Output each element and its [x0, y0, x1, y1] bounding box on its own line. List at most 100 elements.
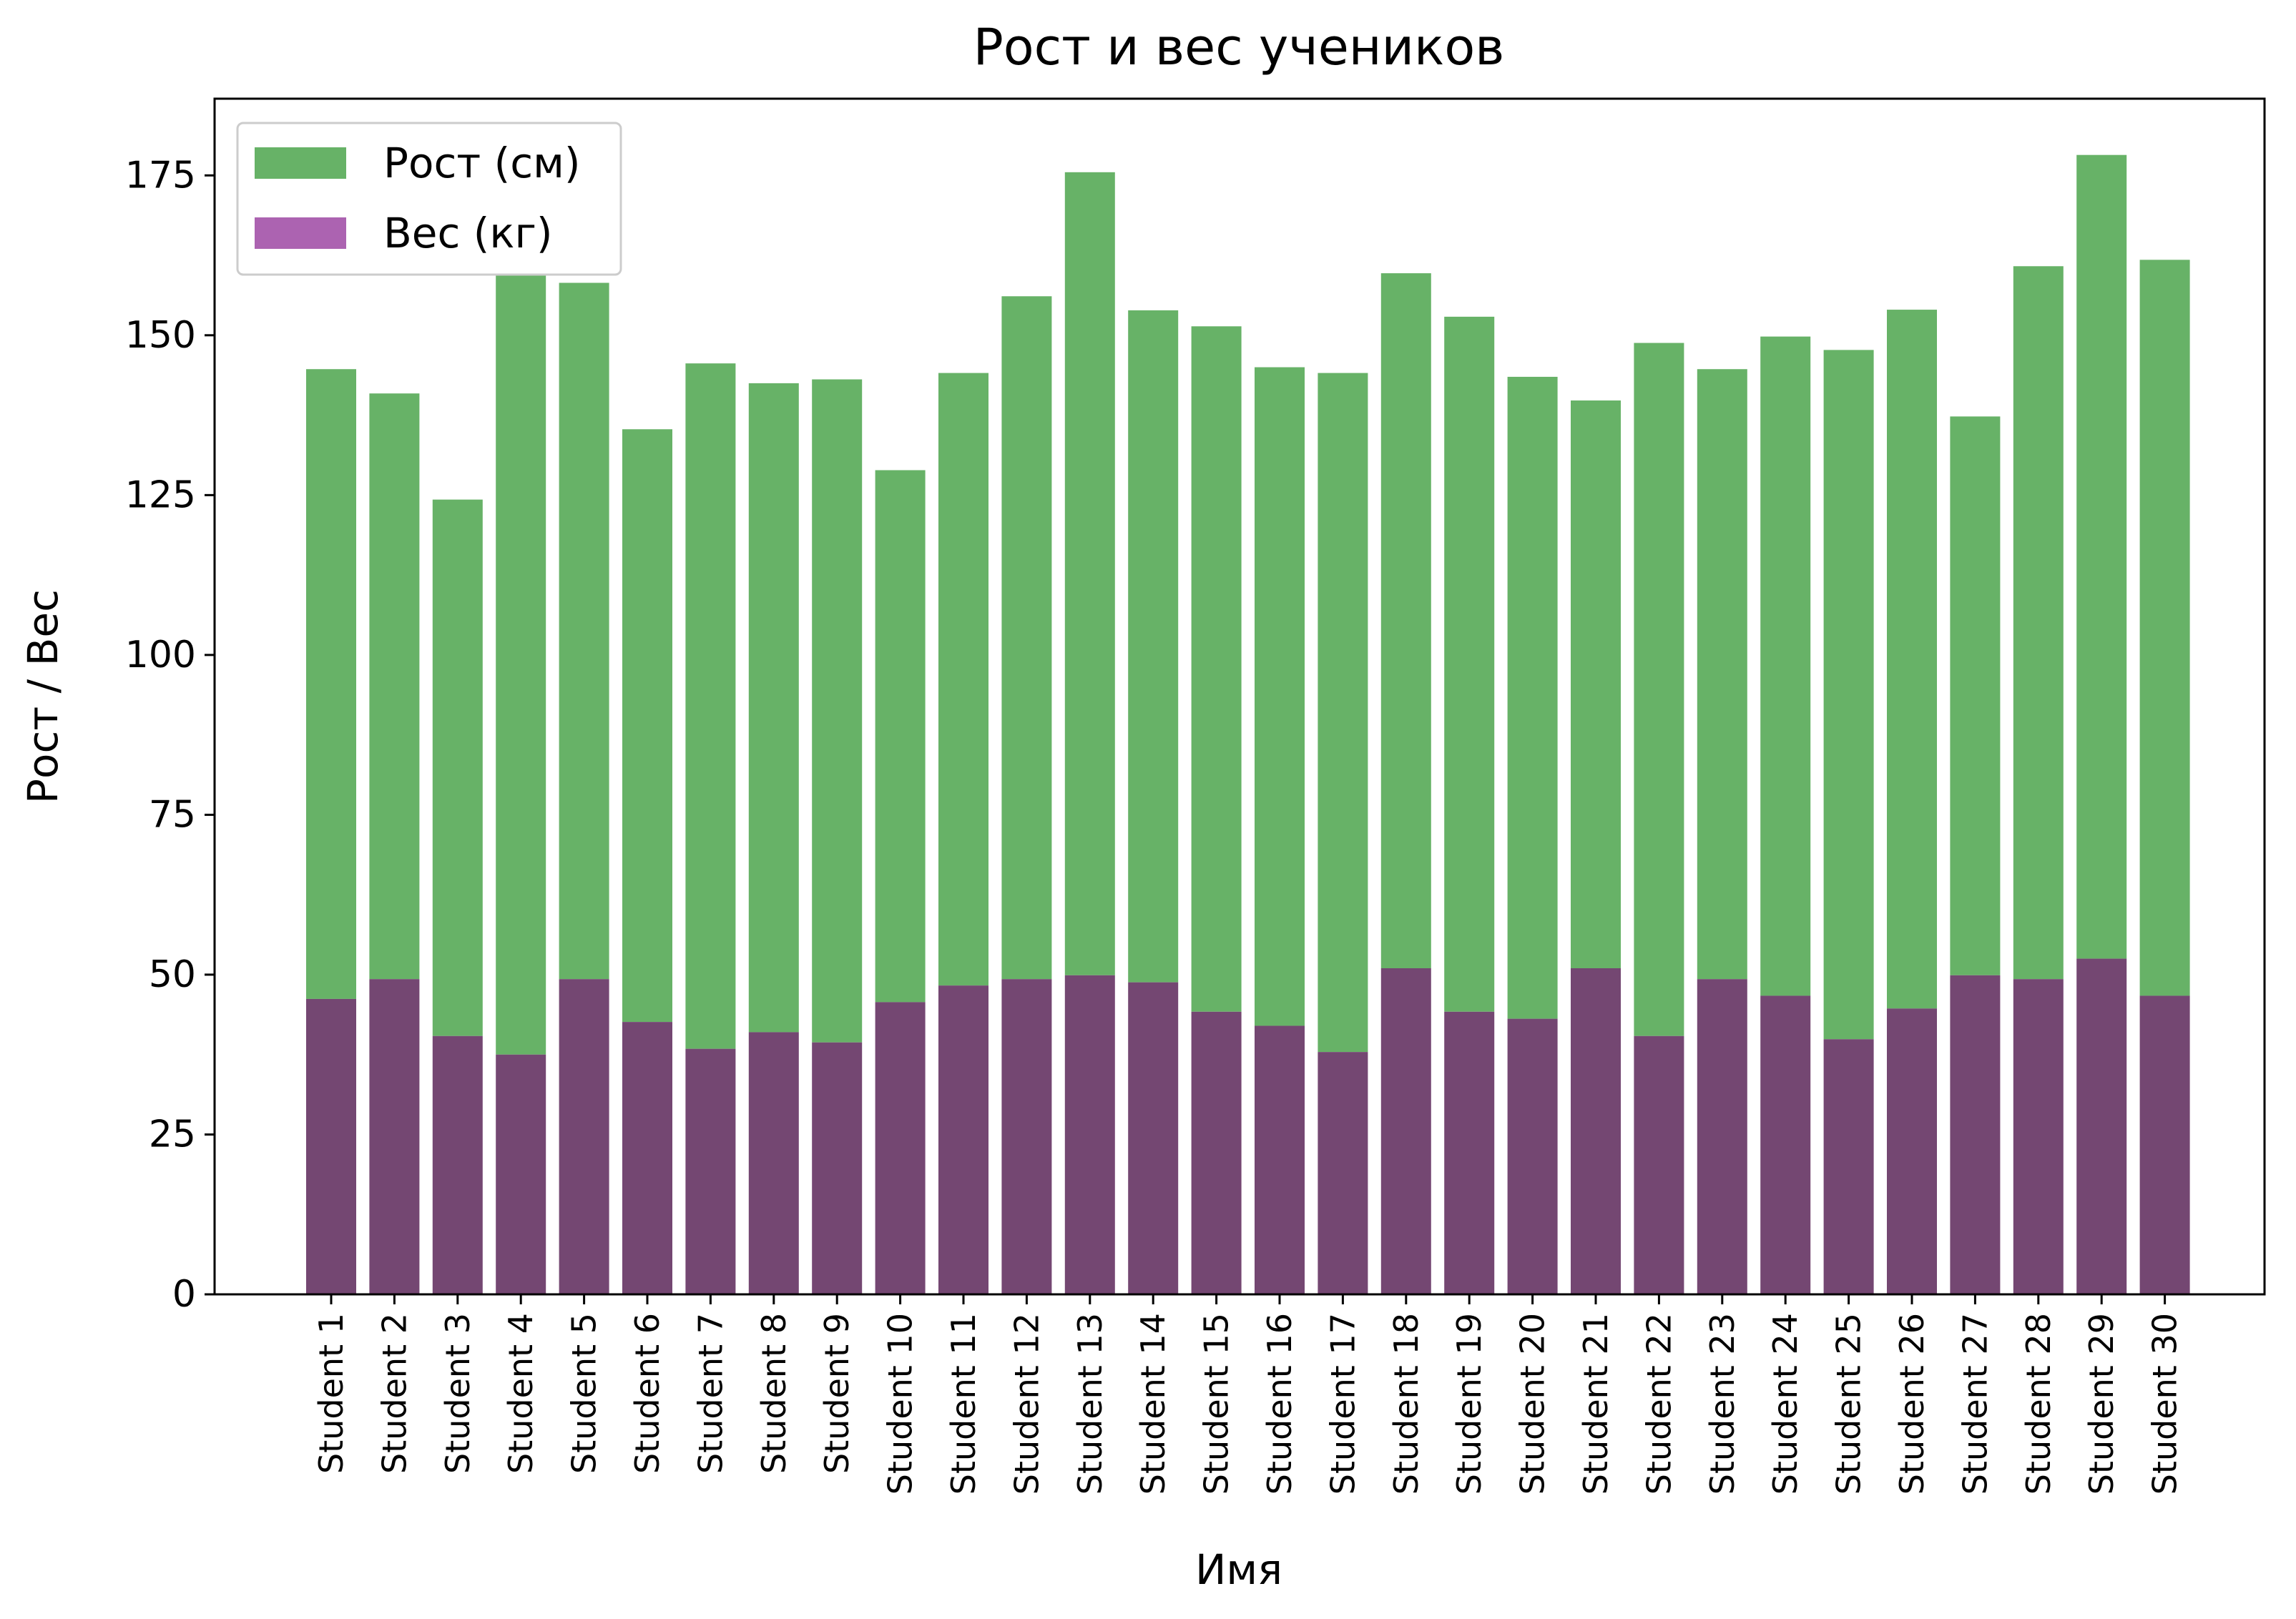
- bars-layer: [306, 154, 2190, 1294]
- bar-weight: [1444, 1011, 1495, 1294]
- bar-weight: [496, 1054, 546, 1294]
- bar-weight: [1634, 1035, 1684, 1294]
- bar-height: [1318, 373, 1368, 1053]
- bar-height: [1950, 416, 2001, 975]
- x-tick-label: Student 29: [2082, 1313, 2121, 1495]
- bar-weight: [2013, 979, 2064, 1294]
- y-axis: 0 25 50 75 100 125 150 175: [125, 154, 215, 1316]
- bar-height: [496, 275, 546, 1055]
- x-tick-label: Student 5: [565, 1313, 604, 1474]
- bar-weight: [1887, 1008, 1937, 1294]
- bar-height: [1760, 336, 1811, 996]
- x-tick-label: Student 17: [1323, 1313, 1362, 1495]
- x-tick-label: Student 4: [501, 1313, 540, 1474]
- bar-height: [875, 470, 926, 1003]
- bar-height: [2076, 154, 2127, 959]
- bar-weight: [1191, 1011, 1242, 1294]
- bar-weight: [938, 985, 988, 1294]
- bar-weight: [1507, 1018, 1558, 1294]
- bar-weight: [622, 1022, 672, 1294]
- bar-weight: [1128, 982, 1179, 1294]
- bar-height: [2013, 266, 2064, 980]
- bar-height: [812, 379, 863, 1043]
- bar-height: [1255, 367, 1305, 1026]
- bar-weight: [1318, 1052, 1368, 1294]
- bar-height: [938, 373, 988, 986]
- x-tick-label: Student 19: [1450, 1313, 1488, 1495]
- x-tick-label: Student 22: [1639, 1313, 1678, 1495]
- bar-height: [1571, 400, 1621, 968]
- legend-swatch-height: [255, 147, 346, 179]
- bar-height: [1128, 310, 1179, 983]
- bar-height: [1697, 369, 1747, 980]
- bar-weight: [1571, 968, 1621, 1294]
- x-tick-label: Student 14: [1134, 1313, 1172, 1495]
- x-tick-label: Student 28: [2019, 1313, 2058, 1495]
- y-tick-label: 75: [149, 793, 196, 836]
- bar-height: [1064, 172, 1115, 975]
- y-tick-label: 100: [125, 634, 196, 676]
- x-tick-label: Student 3: [438, 1313, 477, 1474]
- bar-weight: [1064, 975, 1115, 1294]
- bar-height: [1191, 326, 1242, 1012]
- bar-height: [1887, 310, 1937, 1009]
- y-tick-label: 150: [125, 314, 196, 357]
- bar-weight: [2076, 958, 2127, 1294]
- bar-weight: [812, 1042, 863, 1294]
- bar-weight: [2139, 995, 2190, 1294]
- x-tick-label: Student 13: [1071, 1313, 1109, 1495]
- bar-weight: [1697, 979, 1747, 1294]
- bar-weight: [748, 1032, 799, 1294]
- x-tick-label: Student 8: [755, 1313, 793, 1474]
- y-axis-label: Рост / Вес: [19, 589, 67, 804]
- y-tick-label: 125: [125, 473, 196, 516]
- bar-height: [1823, 350, 1874, 1040]
- x-tick-label: Student 30: [2146, 1313, 2184, 1495]
- bar-height: [748, 383, 799, 1033]
- bar-height: [306, 369, 356, 999]
- bar-height: [1444, 316, 1495, 1012]
- x-tick-label: Student 12: [1007, 1313, 1046, 1495]
- bar-height: [1507, 376, 1558, 1019]
- x-tick-label: Student 24: [1766, 1313, 1805, 1495]
- bar-height: [369, 393, 420, 980]
- bar-weight: [1001, 979, 1052, 1294]
- bar-weight: [1823, 1039, 1874, 1294]
- bar-weight: [559, 979, 609, 1294]
- legend-swatch-weight: [255, 217, 346, 249]
- x-tick-label: Student 16: [1260, 1313, 1299, 1495]
- y-tick-label: 0: [172, 1273, 196, 1316]
- y-tick-label: 175: [125, 154, 196, 197]
- bar-weight: [1255, 1025, 1305, 1294]
- legend-label-height: Рост (см): [383, 139, 580, 187]
- bar-weight: [875, 1002, 926, 1294]
- x-axis: Student 1 Student 2 Student 3 Student 4 Stud…: [312, 1294, 2184, 1495]
- bar-height: [2139, 260, 2190, 996]
- bar-weight: [1760, 995, 1811, 1294]
- legend-label-weight: Вес (кг): [383, 209, 553, 257]
- bar-height: [685, 363, 736, 1049]
- bar-weight: [369, 979, 420, 1294]
- plot-frame: [213, 97, 2266, 1296]
- legend: Рост (см) Вес (кг): [236, 122, 622, 276]
- x-tick-label: Student 23: [1703, 1313, 1742, 1495]
- x-tick-label: Student 18: [1387, 1313, 1426, 1495]
- x-tick-label: Student 9: [818, 1313, 856, 1474]
- x-tick-label: Student 1: [312, 1313, 350, 1474]
- x-tick-label: Student 11: [944, 1313, 983, 1495]
- bar-weight: [685, 1048, 736, 1294]
- bar-weight: [1380, 968, 1431, 1294]
- x-tick-label: Student 2: [375, 1313, 413, 1474]
- x-tick-label: Student 27: [1956, 1313, 1994, 1495]
- x-tick-label: Student 26: [1893, 1313, 1931, 1495]
- bar-weight: [432, 1035, 483, 1294]
- x-tick-label: Student 21: [1576, 1313, 1615, 1495]
- y-tick-label: 25: [149, 1113, 196, 1156]
- bar-weight: [306, 998, 356, 1294]
- bar-height: [432, 499, 483, 1036]
- bar-height: [1001, 296, 1052, 980]
- bar-height: [1380, 273, 1431, 968]
- x-tick-label: Student 6: [628, 1313, 667, 1474]
- chart-title: Рост и вес учеников: [973, 18, 1505, 77]
